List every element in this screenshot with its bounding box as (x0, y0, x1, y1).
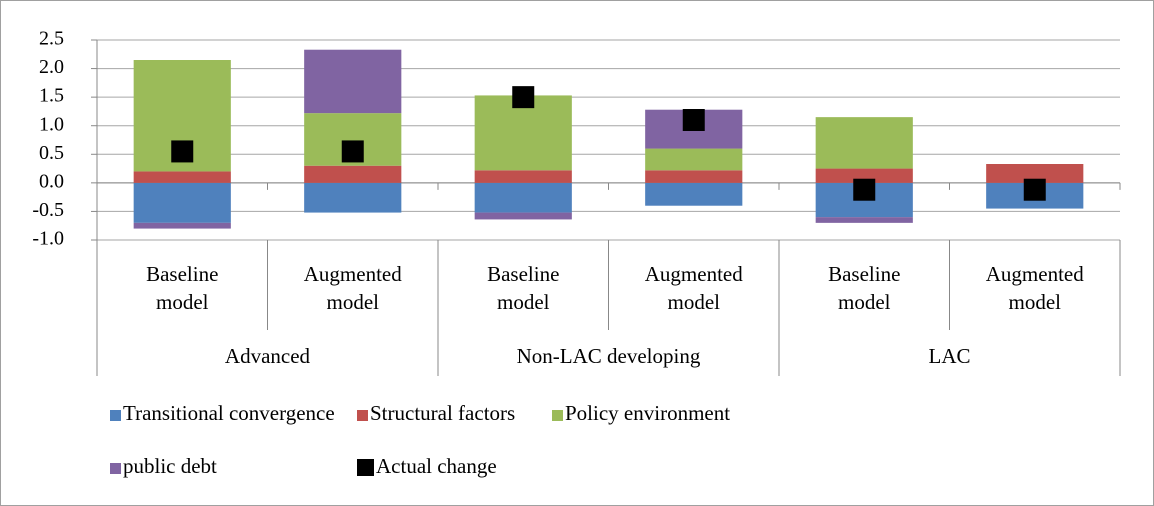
bar-segment (474, 182, 572, 213)
legend-label: Actual change (376, 454, 497, 478)
marker (853, 178, 876, 201)
legend-swatch (357, 459, 374, 476)
legend-label: Transitional convergence (123, 401, 335, 425)
legend-swatch (110, 463, 121, 474)
bar-segment (304, 49, 402, 114)
y-tick-label: 0.0 (39, 170, 64, 192)
bar-segment (815, 168, 913, 183)
bar-segment (304, 165, 402, 183)
bar-segment (133, 222, 231, 229)
y-tick-label: 1.5 (39, 85, 64, 107)
y-tick-label: 0.5 (39, 142, 64, 164)
group-label: Non-LAC developing (516, 344, 701, 368)
marker (682, 109, 705, 131)
y-tick-label: 1.0 (39, 113, 64, 135)
bar-segment (815, 117, 913, 169)
legend-swatch (110, 410, 121, 421)
legend-label: Structural factors (370, 401, 515, 425)
x-tick-label: Baseline model (487, 262, 560, 314)
bar-segment (133, 182, 231, 223)
bar-segment (474, 212, 572, 220)
bar-segment (986, 164, 1084, 183)
group-label: Advanced (224, 344, 311, 368)
bar-segment (645, 148, 743, 171)
marker (171, 140, 194, 163)
y-tick-label: -1.0 (32, 228, 64, 250)
x-tick-label: Augmented model (644, 262, 743, 314)
x-tick-label: Augmented model (985, 262, 1084, 314)
x-tick-label: Augmented model (303, 262, 402, 314)
marker (512, 86, 535, 109)
bar-segment (474, 170, 572, 183)
y-tick-label: -0.5 (32, 199, 64, 221)
y-tick-label: 2.0 (39, 56, 64, 78)
x-tick-label: Baseline model (146, 262, 219, 314)
bar-segment (815, 217, 913, 223)
legend-swatch (357, 410, 368, 421)
bar-segment (133, 171, 231, 183)
bar-segment (304, 182, 402, 213)
legend-label: Policy environment (565, 401, 730, 425)
bar-segment (645, 170, 743, 183)
x-tick-label: Baseline model (828, 262, 901, 314)
y-tick-label: 2.5 (39, 28, 64, 50)
marker (1023, 178, 1046, 201)
marker (341, 140, 364, 163)
group-label: LAC (928, 344, 971, 368)
bar-segment (645, 182, 743, 206)
legend-label: public debt (123, 454, 217, 478)
legend-swatch (552, 410, 563, 421)
